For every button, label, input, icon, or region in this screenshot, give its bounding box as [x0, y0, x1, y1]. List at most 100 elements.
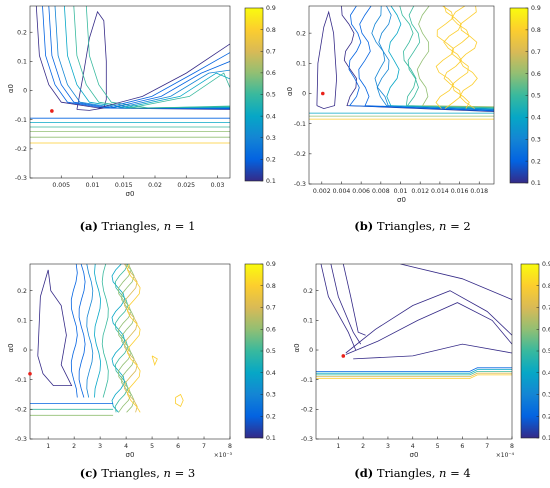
colorbar-tick-label: 0.6 — [531, 71, 541, 78]
caption-a-text: Triangles, — [97, 219, 164, 233]
contour-line — [348, 6, 494, 112]
x-axis-label: σ0 — [410, 451, 419, 459]
caption-c: (c) Triangles, n = 3 — [0, 466, 275, 480]
y-tick-label: -0.2 — [301, 407, 313, 414]
contour-line — [37, 269, 73, 386]
contour-line — [76, 10, 107, 111]
x-tick-label: 0.006 — [352, 188, 370, 195]
colorbar-tick-label: 0.7 — [266, 48, 276, 55]
y-tick-label: 0.1 — [303, 318, 313, 325]
colorbar-tick-label: 0.6 — [266, 326, 276, 333]
contour-line — [399, 6, 494, 109]
caption-d: (d) Triangles, n = 4 — [275, 466, 550, 480]
x-tick-label: 4 — [124, 443, 128, 450]
x-tick-label: 0.018 — [470, 188, 488, 195]
x-axis-label: σ0 — [397, 196, 406, 204]
y-tick-label: 0 — [23, 88, 27, 95]
y-axis-label: α0 — [293, 343, 301, 352]
y-tick-label: 0 — [23, 347, 27, 354]
colorbar-tick-label: 0.1 — [531, 180, 541, 187]
x-tick-label: 4 — [411, 443, 415, 450]
contour-line — [42, 6, 230, 110]
colorbar-tick-label: 0.9 — [266, 5, 276, 12]
colorbar-tick-label: 0.3 — [266, 135, 276, 142]
contour-line — [341, 6, 494, 112]
colorbar-tick-label: 0.6 — [266, 70, 276, 77]
contour-line — [124, 264, 138, 413]
caption-c-n-value: = 3 — [170, 466, 196, 480]
caption-a-n: n — [163, 219, 172, 233]
contour-line — [435, 6, 455, 109]
contour-line — [78, 264, 86, 398]
colorbar-tick-label: 0.7 — [531, 49, 541, 56]
plot-frame — [308, 5, 495, 185]
x-tick-label: 7 — [202, 443, 206, 450]
contour-line — [353, 343, 512, 360]
colorbar — [509, 7, 529, 184]
x-tick-label: 6 — [460, 443, 464, 450]
colorbar-tick-label: 0.3 — [531, 136, 541, 143]
contour-line — [358, 6, 494, 111]
contour-line — [64, 6, 230, 109]
contour-line — [400, 264, 512, 300]
contour-line — [101, 264, 109, 398]
contour-line — [316, 367, 512, 372]
y-tick-label: -0.2 — [15, 146, 27, 153]
colorbar-tick-label: 0.8 — [266, 283, 276, 290]
caption-c-text: Triangles, — [97, 466, 164, 480]
x-tick-label: 1 — [46, 443, 50, 450]
colorbar-tick-label: 0.4 — [542, 370, 550, 377]
contour-line — [342, 264, 366, 336]
x-tick-label: 0.025 — [177, 182, 195, 189]
contour-line — [316, 374, 512, 379]
colorbar — [520, 263, 540, 439]
contour-line — [118, 264, 132, 413]
colorbar-tick-label: 0.8 — [542, 283, 550, 290]
optimum-marker — [320, 91, 325, 96]
colorbar-tick-label: 0.4 — [266, 370, 276, 377]
contour-line — [320, 264, 357, 351]
x-tick-label: 0.01 — [394, 188, 408, 195]
caption-a: (a) Triangles, n = 1 — [0, 219, 275, 233]
x-tick-label: 0.004 — [333, 188, 351, 195]
colorbar-tick-label: 0.5 — [542, 348, 550, 355]
colorbar-tick-label: 0.1 — [266, 178, 276, 185]
x-tick-label: 6 — [176, 443, 180, 450]
contour-line — [94, 264, 102, 398]
y-axis-label: α0 — [286, 87, 294, 96]
caption-b: (b) Triangles, n = 2 — [275, 219, 550, 233]
contour-line — [316, 371, 512, 376]
contour-line — [316, 369, 512, 374]
colorbar-tick-label: 0.4 — [266, 113, 276, 120]
y-tick-label: -0.3 — [301, 436, 313, 443]
caption-d-text: Triangles, — [373, 466, 440, 480]
x-tick-label: 0.016 — [451, 188, 469, 195]
contour-line — [330, 264, 362, 345]
contour-line — [104, 52, 230, 109]
panel-a: 0.005 0.01 0.015 0.02 0.025 0.03 -0.3 -0.2 -0.1 0… — [7, 5, 276, 198]
contour-line — [451, 6, 470, 109]
caption-c-label: (c) — [79, 466, 98, 480]
contour-line — [459, 6, 478, 109]
x-multiplier: ×10⁻³ — [214, 452, 233, 459]
caption-b-label: (b) — [354, 219, 374, 233]
x-tick-label: 0.012 — [411, 188, 429, 195]
colorbar-tick-label: 0.9 — [266, 261, 276, 268]
contour-line — [345, 302, 512, 355]
colorbar-tick-label: 0.6 — [542, 326, 550, 333]
y-tick-label: -0.1 — [294, 121, 306, 128]
y-tick-label: 0 — [309, 347, 313, 354]
x-tick-label: 0.03 — [211, 182, 225, 189]
colorbar-tick-label: 0.2 — [266, 157, 276, 164]
colorbar-tick-label: 0.3 — [266, 392, 276, 399]
plot-frame — [29, 263, 231, 440]
contour-line — [406, 6, 494, 108]
caption-c-n: n — [163, 466, 171, 480]
contour-line — [416, 6, 494, 108]
colorbar-tick-label: 0.4 — [531, 115, 541, 122]
plot-frame — [29, 5, 231, 179]
caption-b-n-value: = 2 — [446, 219, 471, 233]
y-tick-label: -0.1 — [15, 117, 27, 124]
x-axis-label: σ0 — [126, 451, 135, 459]
contour-line — [111, 264, 126, 413]
